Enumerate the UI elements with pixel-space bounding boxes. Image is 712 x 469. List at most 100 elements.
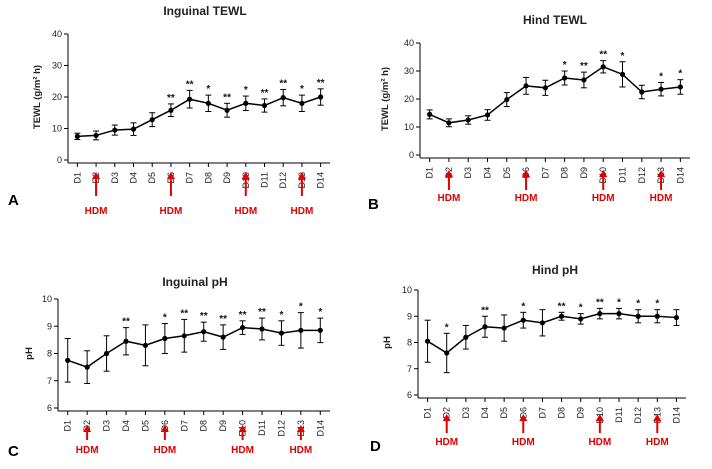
x-tick-label: D8 xyxy=(557,407,567,419)
data-point xyxy=(261,102,268,109)
hdm-arrow-icon xyxy=(595,414,604,421)
data-point xyxy=(600,64,606,70)
y-tick-label: 30 xyxy=(404,66,414,76)
x-tick-label: D12 xyxy=(637,167,647,184)
data-point xyxy=(93,132,99,139)
significance-marker: * xyxy=(445,322,449,333)
x-tick-label: D3 xyxy=(102,420,112,432)
hdm-arrow-icon xyxy=(238,425,247,432)
y-tick-label: 10 xyxy=(52,124,62,134)
data-point xyxy=(299,100,305,106)
x-tick-label: D3 xyxy=(463,167,473,179)
hdm-arrow-icon xyxy=(160,425,169,432)
significance-marker: * xyxy=(300,84,304,95)
y-tick-label: 30 xyxy=(52,61,62,71)
x-tick-label: D12 xyxy=(633,407,643,424)
significance-marker: * xyxy=(163,313,167,324)
significance-marker: ** xyxy=(223,92,231,103)
hdm-arrow-icon xyxy=(241,172,250,179)
hdm-label: HDM xyxy=(291,206,314,217)
data-point xyxy=(578,316,584,322)
significance-marker: * xyxy=(279,310,283,321)
data-point xyxy=(168,107,174,113)
y-tick-label: 6 xyxy=(407,390,412,400)
x-tick-label: D4 xyxy=(121,420,131,432)
significance-marker: * xyxy=(579,303,583,314)
data-point xyxy=(677,84,683,90)
data-point xyxy=(558,313,565,319)
hdm-label: HDM xyxy=(153,445,176,456)
data-point xyxy=(520,317,526,323)
panel-letter: D xyxy=(370,438,381,455)
significance-marker: ** xyxy=(180,308,188,319)
hdm-arrow-icon xyxy=(522,170,531,177)
x-tick-label: D1 xyxy=(425,167,435,179)
hdm-label: HDM xyxy=(438,193,461,204)
x-tick-label: D1 xyxy=(72,172,82,184)
data-point xyxy=(465,117,471,123)
hdm-arrow-icon xyxy=(92,172,101,179)
y-tick-label: 0 xyxy=(57,155,62,165)
hdm-arrow-icon xyxy=(166,172,175,179)
panel-letter: B xyxy=(368,196,379,213)
hdm-arrow-icon xyxy=(519,414,528,421)
data-point xyxy=(162,335,168,342)
x-tick-label: D8 xyxy=(560,167,570,179)
x-tick-label: D9 xyxy=(579,167,589,179)
data-point xyxy=(280,95,286,101)
x-tick-label: D7 xyxy=(179,420,189,432)
y-axis-label: TEWL (g/m² h) xyxy=(380,67,391,131)
significance-marker: ** xyxy=(481,305,489,316)
data-point xyxy=(446,120,452,126)
hdm-label: HDM xyxy=(650,193,673,204)
data-point xyxy=(224,107,230,113)
significance-marker: ** xyxy=(317,78,325,89)
y-tick-label: 40 xyxy=(52,29,62,39)
data-point xyxy=(317,327,323,333)
data-point xyxy=(616,311,622,317)
significance-marker: * xyxy=(617,297,621,308)
x-tick-label: D5 xyxy=(147,172,157,184)
data-point xyxy=(298,327,304,333)
data-point xyxy=(639,89,645,95)
series-line xyxy=(427,312,677,354)
data-point xyxy=(243,100,249,106)
data-point xyxy=(424,338,431,344)
y-tick-label: 8 xyxy=(407,338,412,348)
hdm-label: HDM xyxy=(289,445,312,456)
x-tick-label: D4 xyxy=(129,172,139,184)
data-point xyxy=(539,320,546,326)
hdm-arrow-icon xyxy=(599,170,608,177)
data-point xyxy=(181,333,187,339)
chart-title: Hind pH xyxy=(532,263,578,277)
significance-marker: ** xyxy=(279,78,287,89)
x-tick-label: D11 xyxy=(260,172,270,188)
data-point xyxy=(187,96,193,102)
significance-marker: * xyxy=(678,69,682,80)
x-tick-label: D9 xyxy=(576,407,586,419)
series-line xyxy=(77,96,321,138)
data-point xyxy=(619,71,626,77)
x-tick-label: D11 xyxy=(614,407,624,423)
x-tick-label: D12 xyxy=(278,172,288,189)
significance-marker: ** xyxy=(122,317,130,328)
y-axis-label: pH xyxy=(382,336,393,349)
x-tick-label: D11 xyxy=(618,167,628,183)
x-tick-label: D5 xyxy=(140,420,150,432)
hdm-label: HDM xyxy=(512,437,535,448)
x-tick-label: D8 xyxy=(203,172,213,184)
panel-c: Inguinal pH678910pHD1D2D3D4D5D6D7D8D9D10… xyxy=(8,275,330,460)
data-point xyxy=(427,111,433,117)
x-tick-label: D8 xyxy=(199,420,209,432)
significance-marker: ** xyxy=(599,50,607,61)
y-axis-label: pH xyxy=(24,347,35,360)
x-tick-label: D2 xyxy=(442,407,452,419)
hdm-label: HDM xyxy=(592,193,615,204)
hdm-arrow-icon xyxy=(442,414,451,421)
data-point xyxy=(673,314,680,321)
data-point xyxy=(201,329,207,335)
